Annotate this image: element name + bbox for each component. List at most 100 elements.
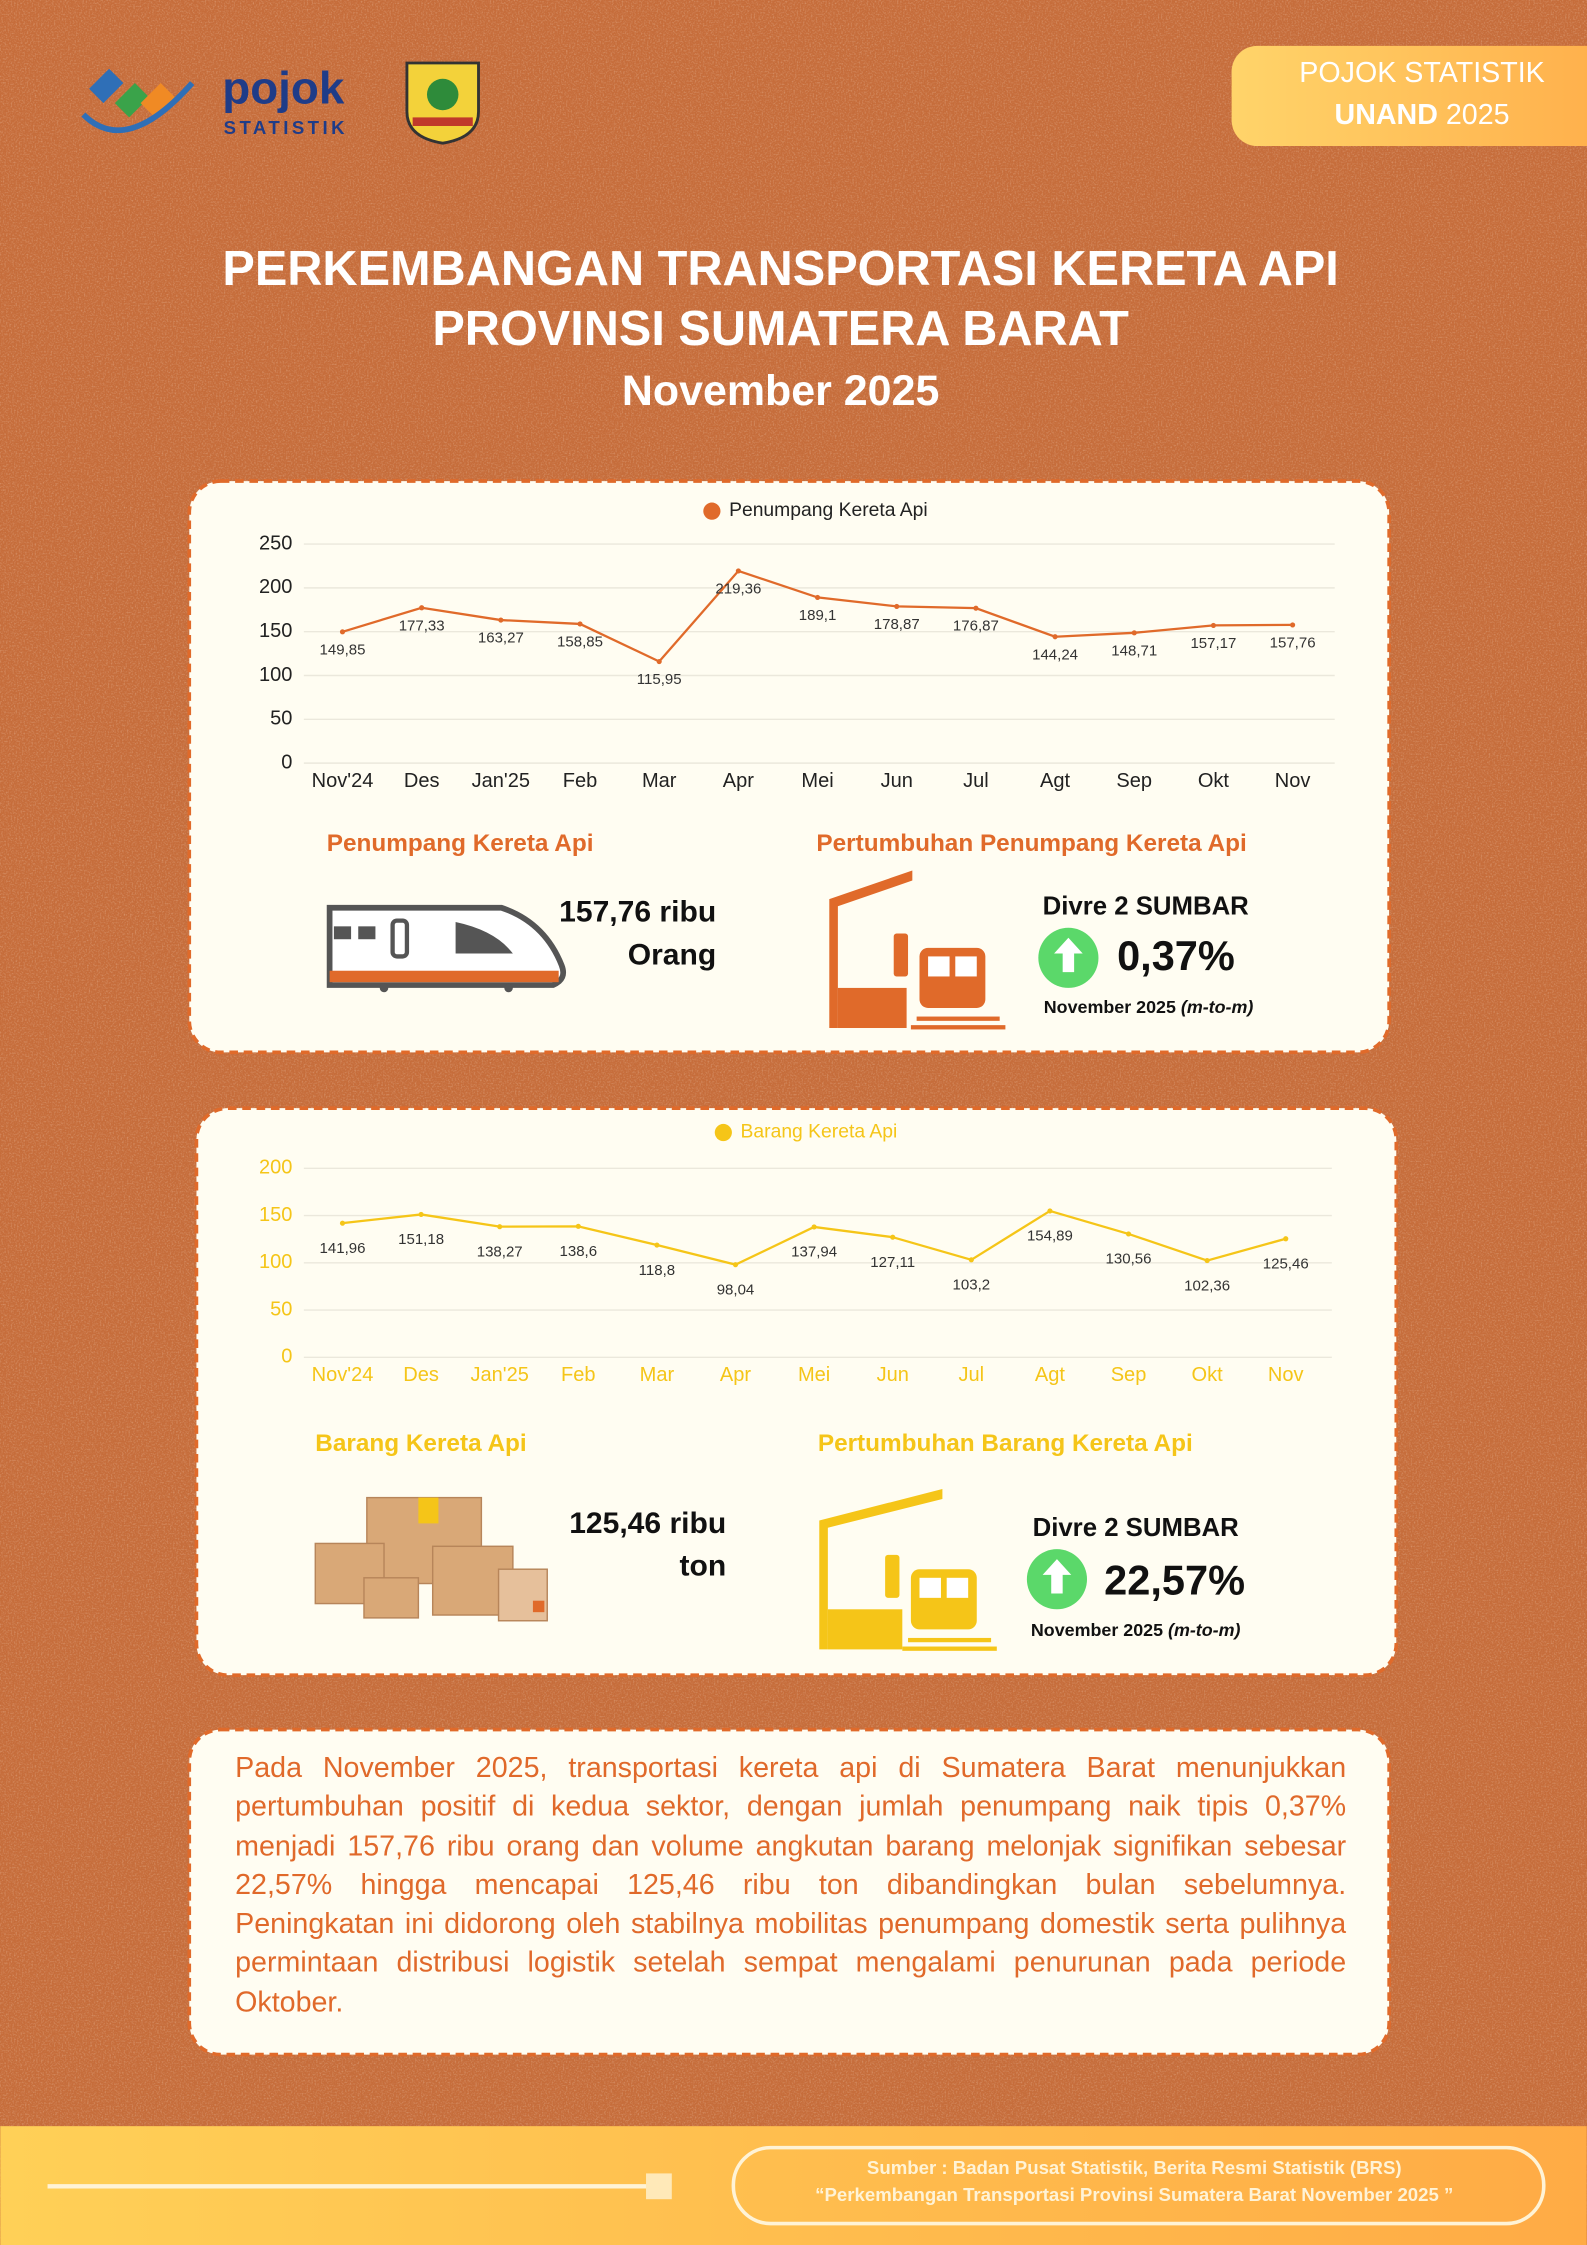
x-tick-label: Nov'24 [312,770,374,792]
boxes-icon [314,1496,548,1622]
bps-logo [81,68,195,134]
x-tick-label: Apr [720,1364,752,1386]
summary-text: Pada November 2025, transportasi kereta … [235,1752,1347,2019]
badge [1231,45,1587,147]
data-point [419,605,425,611]
x-tick-label: Sep [1111,1364,1147,1386]
x-tick-label: Agt [1040,770,1071,792]
section-heading: Penumpang Kereta Api [327,830,594,857]
y-tick-label: 200 [259,1157,292,1179]
data-point [1204,1258,1210,1264]
x-tick-label: Jun [877,1364,909,1386]
data-label: 130,56 [1106,1251,1152,1268]
data-point [1131,630,1137,636]
data-label: 189,1 [799,607,837,624]
footer-square [646,2173,672,2200]
section-heading: Pertumbuhan Penumpang Kereta Api [816,830,1246,857]
data-point [497,1224,503,1230]
data-label: 127,11 [870,1254,915,1271]
logo-subtext: STATISTIK [224,117,348,138]
panel [194,1106,1399,1677]
data-point [968,1257,974,1263]
data-point [1052,634,1058,640]
y-tick-label: 150 [259,1204,292,1226]
source-pill [731,2145,1546,2226]
x-tick-label: Jul [963,770,989,792]
data-point [418,1211,424,1218]
data-label: 158,85 [557,634,603,651]
y-tick-label: 50 [270,1298,292,1320]
panel [187,1727,1391,2057]
data-point [339,629,346,635]
data-point [575,1223,581,1229]
data-label: 154,89 [1027,1228,1073,1245]
source: “Perkembangan Transportasi Provinsi Suma… [815,2184,1453,2205]
x-tick-label: Agt [1035,1364,1066,1386]
data-label: 157,17 [1190,635,1236,652]
period-text: November 2025 [1031,1619,1163,1639]
section-heading: Pertumbuhan Barang Kereta Api [818,1430,1193,1457]
x-tick-label: Okt [1198,770,1230,792]
data-label: 141,96 [320,1240,366,1257]
x-tick-label: Mei [798,1364,830,1386]
data-label: 178,87 [874,616,920,633]
data-label: 219,36 [715,580,761,597]
y-tick-label: 100 [259,664,292,686]
data-label: 115,95 [637,671,682,688]
data-label: 176,87 [953,618,999,635]
x-tick-label: Feb [561,1364,596,1386]
metric-value: 125,46 ribu [569,1507,726,1540]
data-point [339,1220,346,1226]
x-tick-label: Apr [723,770,755,792]
data-point [811,1224,817,1230]
x-tick-label: Des [404,770,440,792]
x-tick-label: Jul [959,1364,985,1386]
y-tick-label: 200 [259,576,292,598]
y-tick-label: 0 [281,1346,292,1368]
x-tick-label: Mei [801,770,833,792]
y-tick-label: 150 [259,620,292,642]
data-point [654,1242,660,1248]
badge-year: 2025 [1446,99,1510,131]
data-label: 151,18 [398,1231,444,1248]
growth-value: 0,37% [1117,932,1235,979]
region: Divre 2 SUMBAR [1033,1514,1240,1542]
x-tick-label: Feb [563,770,598,792]
legend-marker [703,502,721,520]
logo-text: pojok [222,63,345,114]
data-point [1283,1236,1289,1242]
legend-marker [714,1123,732,1142]
data-label: 144,24 [1032,646,1078,663]
title: PROVINSI SUMATERA BARAT [432,302,1129,356]
data-label: 149,85 [320,641,366,658]
emblem [405,61,480,145]
train-icon [326,904,567,993]
y-tick-label: 0 [281,751,292,773]
legend-label: Barang Kereta Api [741,1122,898,1143]
data-point [732,1262,739,1268]
data-label: 103,2 [953,1277,991,1294]
y-tick-label: 100 [259,1251,292,1273]
data-label: 163,27 [478,630,524,647]
data-point [1047,1208,1053,1214]
x-tick-label: Des [403,1364,439,1386]
data-label: 157,76 [1270,634,1316,651]
data-point [577,621,583,627]
data-point [735,568,741,574]
x-tick-label: Nov [1275,770,1311,792]
y-tick-label: 250 [259,532,292,554]
data-label: 137,94 [791,1244,837,1261]
data-point [1290,622,1296,628]
data-point [1210,622,1217,628]
data-point [498,617,504,623]
x-tick-label: Jun [881,770,913,792]
data-label: 138,27 [477,1243,523,1260]
metric-unit: Orang [628,938,716,971]
x-tick-label: Nov [1268,1364,1304,1386]
section-heading: Barang Kereta Api [315,1430,526,1457]
growth-value: 22,57% [1104,1556,1245,1603]
data-point [894,603,900,609]
x-tick-label: Sep [1116,770,1152,792]
data-label: 138,6 [560,1243,598,1260]
x-tick-label: Mar [640,1364,675,1386]
